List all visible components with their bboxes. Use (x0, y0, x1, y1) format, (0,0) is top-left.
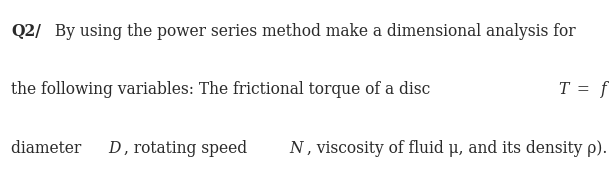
Text: =: = (572, 81, 594, 98)
Text: By using the power series method make a dimensional analysis for: By using the power series method make a … (49, 23, 575, 40)
Text: , rotating speed: , rotating speed (124, 140, 252, 157)
Text: the following variables: The frictional torque of a disc: the following variables: The frictional … (11, 81, 435, 98)
Text: diameter: diameter (11, 140, 86, 157)
Text: T: T (558, 81, 569, 98)
Text: N: N (289, 140, 303, 157)
Text: (disk: (disk (608, 81, 609, 98)
Text: Q2/: Q2/ (11, 23, 41, 40)
Text: D: D (108, 140, 120, 157)
Text: , viscosity of fluid μ, and its density ρ).: , viscosity of fluid μ, and its density … (306, 140, 607, 157)
Text: f: f (601, 81, 607, 98)
